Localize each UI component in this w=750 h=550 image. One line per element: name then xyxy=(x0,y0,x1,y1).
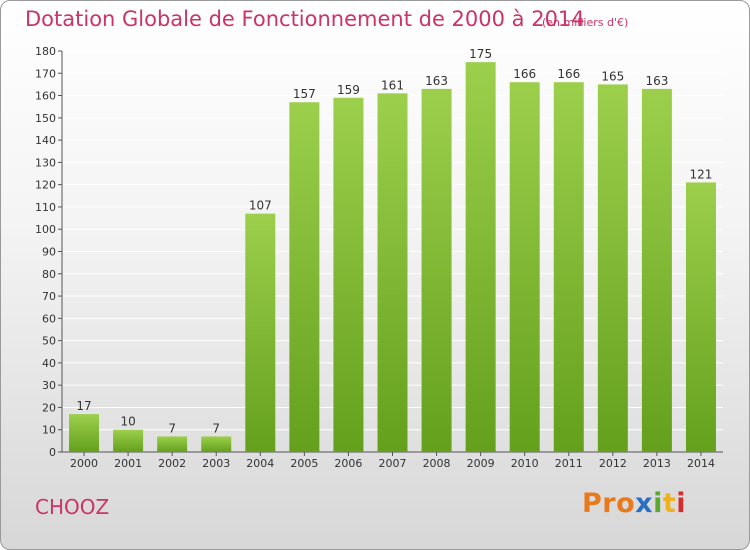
bar xyxy=(377,93,408,453)
city-name: CHOOZ xyxy=(35,495,110,519)
chart-subtitle: (en milliers d'€) xyxy=(542,16,629,29)
data-label: 175 xyxy=(469,47,492,61)
bar xyxy=(421,88,452,452)
data-label: 163 xyxy=(645,74,668,88)
data-label: 17 xyxy=(76,399,91,413)
y-tick-label: 140 xyxy=(35,134,56,147)
x-tick-label: 2012 xyxy=(599,457,627,470)
y-tick-label: 130 xyxy=(35,156,56,169)
x-tick-label: 2014 xyxy=(687,457,715,470)
x-tick-label: 2013 xyxy=(643,457,671,470)
data-label: 163 xyxy=(425,74,448,88)
x-tick-label: 2011 xyxy=(555,457,583,470)
y-tick-label: 50 xyxy=(42,335,56,348)
y-tick-label: 160 xyxy=(35,90,56,103)
x-tick-label: 2004 xyxy=(246,457,274,470)
bar xyxy=(333,97,364,453)
bar xyxy=(289,102,320,452)
bar xyxy=(465,62,496,453)
bar xyxy=(641,88,672,452)
bar xyxy=(509,82,540,452)
x-tick-label: 2010 xyxy=(511,457,539,470)
data-label: 165 xyxy=(601,69,624,83)
data-label: 107 xyxy=(249,199,272,213)
logo-part: x xyxy=(635,488,654,519)
x-tick-label: 2003 xyxy=(202,457,230,470)
y-tick-label: 150 xyxy=(35,112,56,125)
bar xyxy=(69,414,100,452)
y-tick-label: 10 xyxy=(42,424,56,437)
y-axis-ticks: 0 10 20 30 40 50 60 70 80 90 100 110 120 130 140 150 160… xyxy=(35,45,62,459)
y-tick-label: 180 xyxy=(35,45,56,58)
data-label: 161 xyxy=(381,78,404,92)
bar xyxy=(245,213,276,452)
y-tick-label: 110 xyxy=(35,201,56,214)
y-tick-label: 40 xyxy=(42,357,56,370)
x-tick-label: 2009 xyxy=(467,457,495,470)
x-tick-label: 2006 xyxy=(334,457,362,470)
y-tick-label: 90 xyxy=(42,246,56,259)
x-tick-label: 2000 xyxy=(70,457,98,470)
bar xyxy=(685,182,716,452)
x-tick-label: 2008 xyxy=(423,457,451,470)
bar xyxy=(157,436,188,452)
data-label: 166 xyxy=(557,67,580,81)
y-tick-label: 30 xyxy=(42,379,56,392)
logo-part: i xyxy=(676,488,687,519)
proxiti-logo: Proxiti xyxy=(582,488,686,519)
y-tick-label: 80 xyxy=(42,268,56,281)
data-label: 159 xyxy=(337,83,360,97)
y-tick-label: 70 xyxy=(42,290,56,303)
y-tick-label: 0 xyxy=(49,446,56,459)
y-tick-label: 170 xyxy=(35,67,56,80)
bar xyxy=(113,429,144,452)
data-label: 166 xyxy=(513,67,536,81)
x-tick-label: 2007 xyxy=(379,457,407,470)
x-tick-label: 2005 xyxy=(290,457,318,470)
data-label: 7 xyxy=(168,421,176,435)
data-label: 7 xyxy=(212,421,220,435)
data-label: 157 xyxy=(293,87,316,101)
logo-part: i xyxy=(653,488,663,519)
data-label: 10 xyxy=(120,415,135,429)
y-tick-label: 100 xyxy=(35,223,56,236)
y-tick-label: 120 xyxy=(35,179,56,192)
logo-part: Pro xyxy=(582,488,636,519)
x-tick-label: 2002 xyxy=(158,457,186,470)
bar xyxy=(597,84,628,453)
x-tick-label: 2001 xyxy=(114,457,142,470)
chart-title: Dotation Globale de Fonctionnement de 20… xyxy=(25,7,585,31)
bar xyxy=(201,436,232,452)
data-label: 121 xyxy=(690,167,713,181)
logo-part: t xyxy=(662,488,677,519)
y-tick-label: 20 xyxy=(42,401,56,414)
x-axis-ticks: 2000 2001 2002 2003 2004 2005 2006 2007 2008 2009… xyxy=(70,452,715,470)
bar xyxy=(553,82,584,452)
y-tick-label: 60 xyxy=(42,312,56,325)
